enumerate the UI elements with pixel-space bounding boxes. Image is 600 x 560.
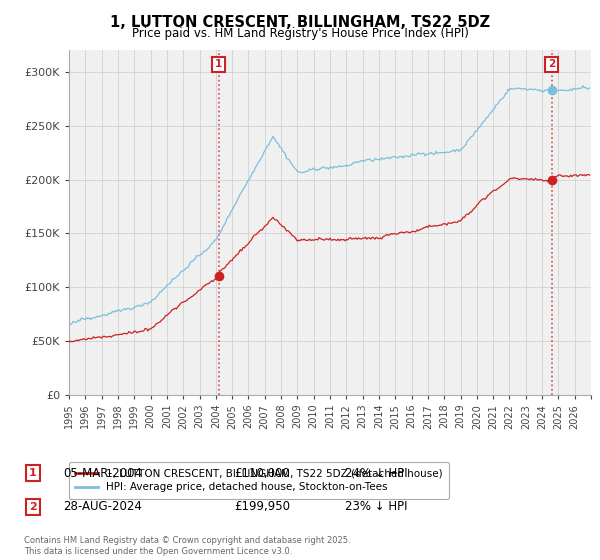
Text: 23% ↓ HPI: 23% ↓ HPI bbox=[345, 500, 407, 514]
Text: 05-MAR-2004: 05-MAR-2004 bbox=[63, 466, 142, 480]
Text: £110,000: £110,000 bbox=[234, 466, 290, 480]
Text: 24% ↓ HPI: 24% ↓ HPI bbox=[345, 466, 407, 480]
Text: Price paid vs. HM Land Registry's House Price Index (HPI): Price paid vs. HM Land Registry's House … bbox=[131, 27, 469, 40]
Legend: 1, LUTTON CRESCENT, BILLINGHAM, TS22 5DZ (detached house), HPI: Average price, d: 1, LUTTON CRESCENT, BILLINGHAM, TS22 5DZ… bbox=[69, 462, 449, 498]
Text: 1, LUTTON CRESCENT, BILLINGHAM, TS22 5DZ: 1, LUTTON CRESCENT, BILLINGHAM, TS22 5DZ bbox=[110, 15, 490, 30]
Text: £199,950: £199,950 bbox=[234, 500, 290, 514]
Text: 1: 1 bbox=[29, 468, 37, 478]
Text: 2: 2 bbox=[548, 59, 555, 69]
Text: 1: 1 bbox=[215, 59, 222, 69]
Text: 28-AUG-2024: 28-AUG-2024 bbox=[63, 500, 142, 514]
Text: Contains HM Land Registry data © Crown copyright and database right 2025.
This d: Contains HM Land Registry data © Crown c… bbox=[24, 536, 350, 556]
Text: 2: 2 bbox=[29, 502, 37, 512]
